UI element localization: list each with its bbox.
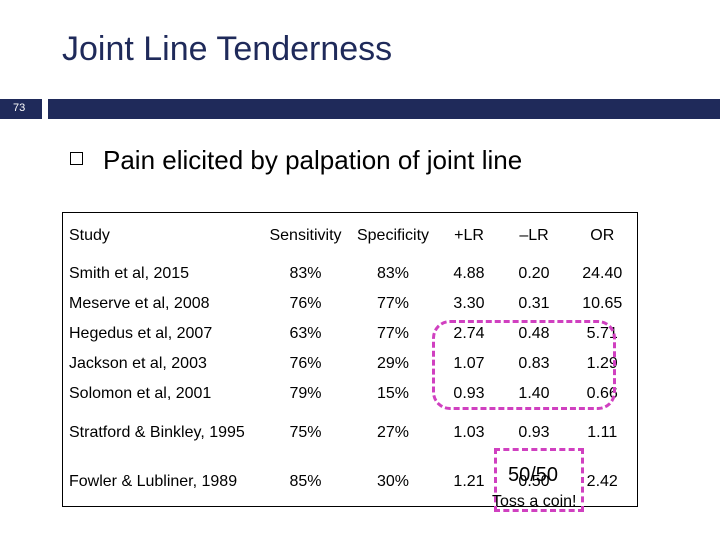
slide-number: 73 [13,102,26,114]
table-cell: 29% [376,354,410,372]
highlight-box [432,320,616,410]
table-cell: 77% [376,294,410,312]
table-cell: 30% [376,472,410,490]
table-cell: Stratford & Binkley, 1995 [69,424,245,441]
table-cell: 76% [289,294,322,312]
table-cell: 0.20 [518,264,550,282]
table-row: Jackson et al, 2003 76% 29% 1.07 0.83 1.29 [63,349,638,379]
table-cell: 1.21 [453,472,485,490]
table-cell: 1.40 [518,384,550,402]
column-header: Specificity [356,226,430,244]
table-cell: Smith et al, 2015 [69,264,190,282]
table-cell: 1.07 [453,354,485,372]
table-row: Fowler & Lubliner, 1989 85% 30% 1.21 0.50 2.4… [63,458,638,507]
table-cell: Fowler & Lubliner, 1989 [69,472,238,490]
header-bar [48,99,720,119]
table-cell: 3.30 [453,294,485,312]
table-cell: 15% [376,384,410,402]
table-cell: 77% [376,324,410,342]
table-cell: 75% [289,424,322,441]
table-cell: 0.93 [453,384,485,402]
column-header: –LR [519,226,549,244]
table-cell: 2.42 [586,472,618,490]
table-cell: 10.65 [582,294,623,312]
table-cell: 76% [289,354,322,372]
table-cell: 1.29 [586,354,618,372]
table-row: Stratford & Binkley, 1995 75% 27% 1.03 0.93 1… [63,409,638,458]
annotation: Toss a coin! [492,493,577,510]
column-header: Study [69,226,110,244]
table-cell: Solomon et al, 2001 [69,384,212,402]
column-header: OR [590,226,615,244]
highlight-box [494,448,584,512]
annotation: 50/50 [508,464,559,486]
table-row: Smith et al, 2015 83% 83% 4.88 0.20 24.40 [63,259,638,289]
table-cell: 24.40 [582,264,623,282]
title: Joint Line Tenderness [62,30,393,68]
column-header: Sensitivity [269,226,342,244]
table-cell: 1.11 [587,424,618,441]
table-cell: 85% [289,472,322,490]
table-cell: 79% [289,384,322,402]
table-cell: 0.83 [518,354,550,372]
column-header: +LR [454,226,484,244]
table-cell: Hegedus et al, 2007 [69,324,213,342]
table-cell: 4.88 [453,264,485,282]
table-cell: 0.48 [518,324,550,342]
data-table: Study Sensitivity Specificity +LR –LR OR Smit… [62,212,638,507]
table-row: Solomon et al, 2001 79% 15% 0.93 1.40 0.66 [63,379,638,409]
slide-number-box [0,99,42,119]
table-cell: 63% [289,324,322,342]
table-cell: 1.03 [453,424,485,441]
table-cell: 0.50 [518,472,550,490]
bullet-text: Pain elicited by palpation of joint line [103,145,523,175]
table-row: Meserve et al, 2008 76% 77% 3.30 0.31 10.65 [63,289,638,319]
table-cell: 83% [289,264,322,282]
table-cell: Jackson et al, 2003 [69,354,207,372]
table-cell: 0.93 [518,424,550,441]
header-row: Study Sensitivity Specificity +LR –LR OR [63,213,638,259]
bullet-marker [70,152,83,165]
table-cell: Meserve et al, 2008 [69,294,210,312]
table-cell: 27% [376,424,410,441]
table-row: Hegedus et al, 2007 63% 77% 2.74 0.48 5.71 [63,319,638,349]
table-cell: 83% [376,264,410,282]
table-cell: 2.74 [453,324,485,342]
table-cell: 0.31 [518,294,550,312]
